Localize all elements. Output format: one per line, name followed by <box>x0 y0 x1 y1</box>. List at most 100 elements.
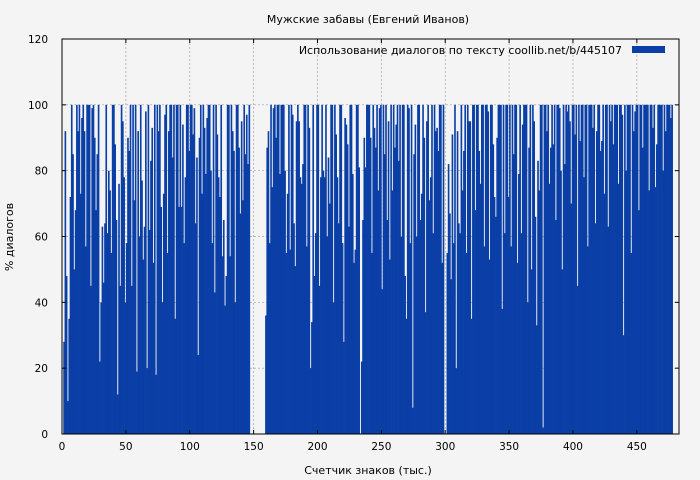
bar <box>185 104 188 434</box>
bar <box>81 118 83 434</box>
bar <box>648 190 650 434</box>
bar <box>396 104 399 434</box>
bar <box>169 104 171 434</box>
bar <box>92 104 95 434</box>
bar <box>145 111 147 435</box>
bar <box>276 104 279 434</box>
bar <box>188 150 191 435</box>
bar <box>542 427 544 434</box>
bar <box>270 104 272 434</box>
bar <box>271 187 274 435</box>
bar <box>141 180 143 434</box>
bar <box>493 197 496 434</box>
bar <box>231 131 234 435</box>
plot-area: 0 50 100 150 200 250 300 350 400 450 0 20 40 60 80 100 1… <box>28 34 680 453</box>
bar <box>581 104 584 434</box>
bar <box>486 104 488 434</box>
bar <box>541 104 543 434</box>
bar <box>206 118 208 434</box>
bar <box>386 220 389 434</box>
bar <box>299 177 302 434</box>
bar <box>523 104 525 434</box>
bar <box>295 121 298 434</box>
bar <box>410 104 413 434</box>
bar <box>557 104 560 434</box>
bar <box>627 104 630 434</box>
bar <box>560 170 562 435</box>
bar <box>283 104 285 434</box>
bar <box>405 318 408 434</box>
x-tick-label: 200 <box>307 441 327 453</box>
bar <box>435 131 437 435</box>
bar <box>649 104 652 434</box>
bar <box>211 243 214 434</box>
bar <box>207 104 210 434</box>
bar <box>107 170 110 435</box>
bar <box>179 104 182 434</box>
bar <box>566 111 569 435</box>
bar <box>160 206 162 434</box>
bar <box>606 104 608 434</box>
bar <box>460 104 463 434</box>
bar <box>194 223 197 434</box>
bar <box>374 147 377 435</box>
bar <box>311 322 313 434</box>
bar <box>153 104 156 434</box>
bar <box>652 127 654 435</box>
bar <box>304 104 307 434</box>
bar <box>385 104 387 434</box>
bar <box>123 177 125 434</box>
bar <box>645 104 648 434</box>
bar <box>76 104 78 434</box>
bar <box>210 170 212 435</box>
bar <box>245 114 248 435</box>
bar <box>629 104 631 434</box>
bar <box>383 154 386 434</box>
bar <box>240 121 243 434</box>
bar <box>380 104 382 434</box>
bar <box>574 134 576 434</box>
bar <box>369 137 372 434</box>
bar <box>122 121 124 434</box>
bar <box>546 131 548 435</box>
bar <box>658 104 661 434</box>
bar <box>110 252 113 434</box>
bar <box>111 104 114 434</box>
bar <box>428 200 431 434</box>
bar <box>530 269 533 434</box>
bar <box>597 104 599 434</box>
bar <box>354 249 357 434</box>
bar <box>615 104 617 434</box>
bar <box>344 118 346 434</box>
bar <box>500 104 502 434</box>
bar <box>654 187 657 435</box>
bar <box>191 104 193 434</box>
bar <box>119 285 122 435</box>
bar <box>484 104 487 434</box>
bar <box>193 108 196 435</box>
bar <box>330 104 332 434</box>
bar <box>548 183 551 434</box>
bar <box>571 104 574 434</box>
bar <box>294 266 297 435</box>
bar <box>470 318 473 434</box>
bar <box>138 236 141 434</box>
bar <box>469 121 472 434</box>
bar <box>602 104 604 434</box>
bar <box>228 104 230 434</box>
bar <box>634 111 636 435</box>
bar <box>109 190 111 434</box>
bar <box>320 177 322 434</box>
bar <box>662 170 665 435</box>
bar <box>578 104 580 434</box>
bar <box>87 104 90 434</box>
bar <box>136 371 138 434</box>
bar <box>180 206 183 434</box>
bar <box>594 223 597 434</box>
bar <box>590 104 593 434</box>
bar <box>367 104 369 434</box>
bar <box>125 243 128 434</box>
bar <box>459 233 461 434</box>
bar <box>420 193 423 434</box>
